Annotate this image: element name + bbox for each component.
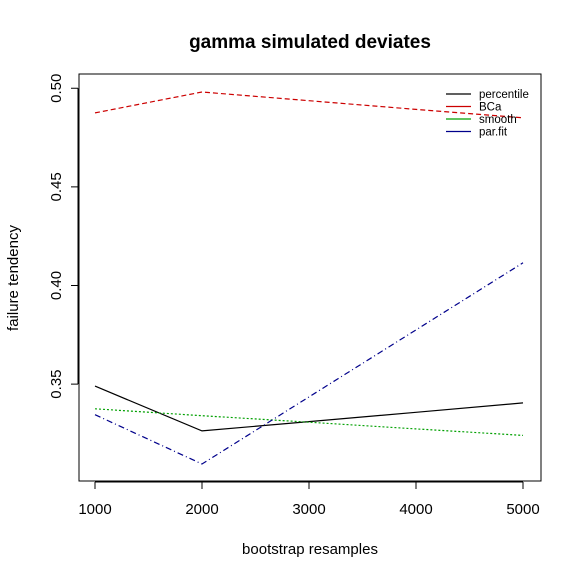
y-axis-label: failure tendency xyxy=(5,225,22,331)
x-tick-label: 3000 xyxy=(292,501,325,518)
y-tick-label: 0.45 xyxy=(48,172,65,201)
x-tick-label: 5000 xyxy=(506,501,539,518)
x-axis: 1000 2000 3000 4000 5000 xyxy=(78,481,540,518)
chart-title: gamma simulated deviates xyxy=(189,32,431,53)
legend-label: smooth xyxy=(479,114,517,126)
plot-box xyxy=(78,73,542,482)
x-tick-label: 1000 xyxy=(78,501,111,518)
legend-label: BCa xyxy=(479,102,502,114)
y-tick-label: 0.40 xyxy=(48,271,65,300)
x-tick-label: 2000 xyxy=(185,501,218,518)
y-tick-label: 0.50 xyxy=(48,74,65,103)
plot-lines xyxy=(94,91,524,465)
series-line-par-fit xyxy=(94,262,524,465)
x-axis-label: bootstrap resamples xyxy=(242,541,378,558)
y-tick-label: 0.35 xyxy=(48,369,65,398)
series-line-percentile xyxy=(94,385,524,432)
legend-label: par.fit xyxy=(479,127,508,139)
y-axis: 0.35 0.40 0.45 0.50 xyxy=(48,74,79,399)
series-line-BCa xyxy=(94,91,524,119)
x-tick-label: 4000 xyxy=(399,501,432,518)
legend-label: percentile xyxy=(479,89,529,101)
series-line-smooth xyxy=(94,408,524,436)
